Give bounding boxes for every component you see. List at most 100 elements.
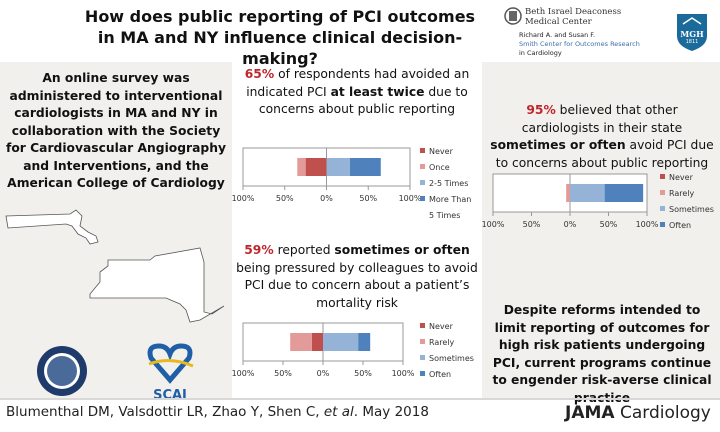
finding-3-pct: 95% <box>526 103 556 117</box>
bidmc-logo: Beth Israel Deaconess Medical Center <box>503 4 621 30</box>
citation-etal: et al <box>323 404 354 420</box>
scai-heart-icon <box>147 343 194 384</box>
chart-avoided-pci: 100% 50% 0% 50% 100% Never Once 2-5 Times More T… <box>232 147 472 220</box>
x-tick-label: 50% <box>276 194 294 203</box>
conclusion-text: Despite reforms intended to limit report… <box>492 303 712 405</box>
legend-label: Rarely <box>669 189 695 198</box>
legend-swatch <box>660 190 665 195</box>
legend-label: Rarely <box>429 338 455 347</box>
x-tick-label: 0% <box>564 220 577 229</box>
title-line-2: in MA and NY influence clinical decision… <box>97 28 463 68</box>
x-tick-label: 50% <box>274 369 292 378</box>
x-tick-label: 100% <box>392 369 415 378</box>
legend-label: Sometimes <box>669 205 714 214</box>
survey-description: An online survey was administered to int… <box>5 71 226 190</box>
mgh-year: 1811 <box>685 39 699 45</box>
bar-more-than-5-times <box>349 158 381 176</box>
journal-logo: JAMA Cardiology <box>565 403 711 423</box>
finding-3: 95% believed that other cardiologists in… <box>490 102 714 172</box>
legend-label: Never <box>429 322 454 331</box>
chart-pressured-by-colleagues: 100% 50% 0% 50% 100% Never Rarely Sometimes Ofte… <box>232 322 474 379</box>
acc-seal-icon <box>37 346 87 396</box>
x-tick-label: 0% <box>320 194 333 203</box>
bar-often <box>604 184 644 202</box>
page-title: How does public reporting of PCI outcome… <box>60 6 500 69</box>
acc-logo <box>35 344 89 402</box>
finding-1-emphasis: at least twice <box>330 84 425 99</box>
x-tick-label: 100% <box>636 220 659 229</box>
mgh-text: MGH <box>680 29 704 39</box>
legend-label: Often <box>429 370 451 379</box>
finding-3-text-a: believed that other cardiologists in the… <box>521 103 683 135</box>
legend-swatch <box>420 339 425 344</box>
legend-swatch <box>420 323 425 328</box>
footer-divider <box>0 398 720 400</box>
x-tick-label: 50% <box>523 220 541 229</box>
x-tick-label: 100% <box>482 220 505 229</box>
finding-3-text-c: avoid PCI due to concerns about public r… <box>495 138 714 170</box>
chart-other-cardiologists-avoid: 100% 50% 0% 50% 100% Never Rarely Sometimes Ofte… <box>482 173 714 230</box>
bar-rarely <box>566 184 570 202</box>
legend-swatch <box>420 148 425 153</box>
mgh-logo: MGH 1811 <box>675 12 709 56</box>
title-line-1: How does public reporting of PCI outcome… <box>84 7 476 26</box>
legend-swatch <box>420 371 425 376</box>
finding-1-text-a: of respondents had avoided an indicated … <box>246 67 470 99</box>
x-tick-label: 50% <box>600 220 618 229</box>
journal-name-a: JAMA <box>565 403 615 423</box>
journal-name-b: Cardiology <box>614 403 711 423</box>
finding-1: 65% of respondents had avoided an indica… <box>236 66 478 119</box>
legend-label: More Than <box>429 195 471 204</box>
x-tick-label: 50% <box>354 369 372 378</box>
finding-2-emphasis: sometimes or often <box>334 243 470 257</box>
bidmc-name-2: Medical Center <box>525 17 592 27</box>
bidmc-name-1: Beth Israel Deaconess <box>525 7 622 17</box>
finding-1-text-c: due to concerns about public reporting <box>258 84 468 117</box>
finding-2-pct: 59% <box>244 243 274 257</box>
bar-once <box>297 158 306 176</box>
left-panel: An online survey was administered to int… <box>0 62 232 403</box>
legend-swatch <box>660 174 665 179</box>
scai-text: SCAI <box>153 388 187 403</box>
legend-label: Once <box>429 163 450 172</box>
smith-line-1: Richard A. and Susan F. <box>519 31 596 39</box>
legend-label: 5 Times <box>429 211 460 220</box>
legend-swatch <box>420 180 425 185</box>
scai-logo: SCAI <box>145 342 195 403</box>
legend-swatch <box>420 196 425 201</box>
x-tick-label: 100% <box>232 194 255 203</box>
finding-2-text-c: being pressured by colleagues to avoid P… <box>236 260 478 310</box>
legend-label: Never <box>429 147 454 156</box>
bar-sometimes <box>323 333 359 351</box>
finding-2: 59% reported sometimes or often being pr… <box>236 242 478 312</box>
bar-2-5-times <box>326 158 350 176</box>
legend-label: Never <box>669 173 694 182</box>
bar-rarely <box>290 333 312 351</box>
bar-never <box>305 158 327 176</box>
legend-label: Sometimes <box>429 354 474 363</box>
finding-3-emphasis: sometimes or often <box>490 138 626 152</box>
bidmc-seal-icon <box>504 7 522 25</box>
smith-line-2: Smith Center for Outcomes Research <box>519 40 640 48</box>
citation-date: . May 2018 <box>353 404 429 420</box>
right-panel: 95% believed that other cardiologists in… <box>482 62 720 405</box>
bar-never <box>311 333 323 351</box>
citation-authors: Blumenthal DM, Valsdottir LR, Zhao Y, Sh… <box>6 404 324 420</box>
legend-swatch <box>420 355 425 360</box>
finding-1-pct: 65% <box>244 67 275 81</box>
legend-swatch <box>420 164 425 169</box>
finding-2-text-a: reported <box>273 243 335 257</box>
ma-ny-map-icon <box>5 209 225 323</box>
x-tick-label: 0% <box>317 369 330 378</box>
bar-often <box>358 333 371 351</box>
legend-label: 2-5 Times <box>429 179 468 188</box>
legend-label: Often <box>669 221 691 230</box>
legend-swatch <box>660 222 665 227</box>
x-tick-label: 100% <box>232 369 255 378</box>
bar-sometimes <box>570 184 605 202</box>
smith-center-logo: Richard A. and Susan F. Smith Center for… <box>519 31 640 58</box>
smith-line-3: in Cardiology <box>519 49 562 57</box>
x-tick-label: 50% <box>359 194 377 203</box>
legend-swatch <box>660 206 665 211</box>
x-tick-label: 100% <box>399 194 422 203</box>
